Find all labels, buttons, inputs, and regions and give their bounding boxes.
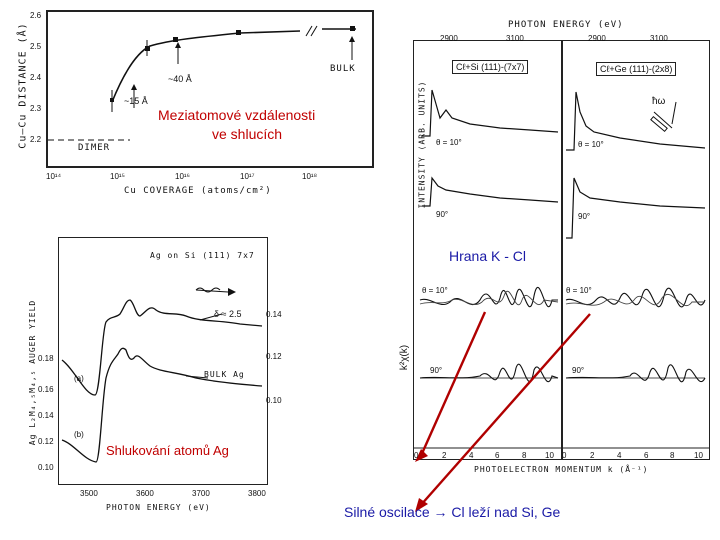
fig2-y-tick-left: 0.12 [38, 437, 54, 446]
fig3-top-tick: 3100 [506, 34, 524, 43]
fig3-angle-label: 90° [572, 366, 585, 375]
fig1-dimer-label: DIMER [78, 143, 111, 153]
fig2-y-tick-right: 0.10 [266, 396, 282, 405]
fig3-angle-label: 90° [430, 366, 443, 375]
fig3-caption-edge: Hrana K - Cl [446, 248, 530, 264]
fig2-delta-label: δ ≈ 2.5 [214, 309, 242, 319]
fig3-x-tick: 4 [617, 451, 622, 460]
fig1-y-tick: 2.4 [30, 73, 42, 82]
fig3-angle-label: θ = 10° [578, 140, 604, 149]
fig2-y-tick-left: 0.18 [38, 354, 54, 363]
fig3-panel-right-title: Cℓ+Ge (111)-(2x8) [596, 62, 677, 76]
fig1-x-tick: 10¹⁴ [46, 172, 61, 181]
fig2-x-tick: 3700 [192, 489, 210, 498]
fig3-angle-label: 90° [436, 210, 449, 219]
fig1-x-axis-label: Cu COVERAGE (atoms/cm²) [124, 186, 272, 196]
fig1-caption-line2: ve shlucích [212, 126, 283, 142]
fig3-x-tick: 0 [414, 451, 419, 460]
fig1-frame [46, 10, 374, 168]
fig1-y-tick: 2.2 [30, 135, 42, 144]
fig2-y-tick-left: 0.14 [38, 411, 54, 420]
fig3-top-tick: 2900 [440, 34, 458, 43]
fig1-x-tick: 10¹⁵ [110, 172, 125, 181]
fig1-annotation-40: ~40 Å [168, 74, 192, 84]
fig3-x-tick: 2 [442, 451, 447, 460]
fig1-x-tick: 10¹⁷ [240, 172, 255, 181]
fig3-x-tick: 10 [545, 451, 554, 460]
fig2-title: Ag on Si (111) 7x7 [150, 251, 255, 260]
fig1-y-tick: 2.5 [30, 42, 42, 51]
fig1-annotation-15: ~15 Å [124, 96, 148, 106]
fig1-bulk-label: BULK [330, 64, 356, 74]
fig3-top-axis-label: PHOTON ENERGY (eV) [508, 20, 624, 30]
fig2-x-tick: 3600 [136, 489, 154, 498]
fig3-x-tick: 2 [590, 451, 595, 460]
fig1-caption-line1: Meziatomové vzdálenosti [158, 107, 316, 123]
fig2-y-tick-left: 0.16 [38, 385, 54, 394]
fig3-x-tick: 8 [670, 451, 675, 460]
fig3-top-tick: 2900 [588, 34, 606, 43]
fig2-curve-a-label: (a) [74, 374, 84, 383]
fig2-y-tick-left: 0.10 [38, 463, 54, 472]
fig3-angle-label: θ = 10° [422, 286, 448, 295]
fig2-y-tick-right: 0.14 [266, 310, 282, 319]
fig2-caption: Shlukování atomů Ag [104, 443, 231, 458]
fig3-panel-left-title: Cℓ+Si (111)-(7x7) [452, 60, 529, 74]
fig3-x-tick: 8 [522, 451, 527, 460]
fig2-curve-b-label: (b) [74, 430, 84, 439]
fig3-angle-label: θ = 10° [436, 138, 462, 147]
fig2-x-axis-label: PHOTON ENERGY (eV) [106, 503, 211, 512]
fig3-x-tick: 6 [495, 451, 500, 460]
fig3-hw-label: ħω [652, 96, 666, 107]
fig3-x-tick: 4 [469, 451, 474, 460]
fig3-x-tick: 6 [644, 451, 649, 460]
fig1-y-tick: 2.3 [30, 104, 42, 113]
fig3-x-tick: 0 [562, 451, 567, 460]
fig1-x-tick: 10¹⁸ [302, 172, 317, 181]
fig3-top-tick: 3100 [650, 34, 668, 43]
fig3-angle-label: 90° [578, 212, 591, 221]
fig2-frame [58, 237, 268, 485]
fig3-x-axis-label: PHOTOELECTRON MOMENTUM k (Å⁻¹) [474, 465, 649, 474]
fig3-caption-bottom: Silné oscilace → Cl leží nad Si, Ge [344, 504, 561, 520]
fig1-y-tick: 2.6 [30, 11, 42, 20]
fig2-y-tick-right: 0.12 [266, 352, 282, 361]
fig2-bulk-label: BULK Ag [204, 370, 245, 379]
fig3-angle-label: θ = 10° [566, 286, 592, 295]
fig2-x-tick: 3800 [248, 489, 266, 498]
fig1-x-tick: 10¹⁶ [175, 172, 190, 181]
fig3-panel-divider [561, 40, 563, 460]
fig2-x-tick: 3500 [80, 489, 98, 498]
fig3-x-tick: 10 [694, 451, 703, 460]
